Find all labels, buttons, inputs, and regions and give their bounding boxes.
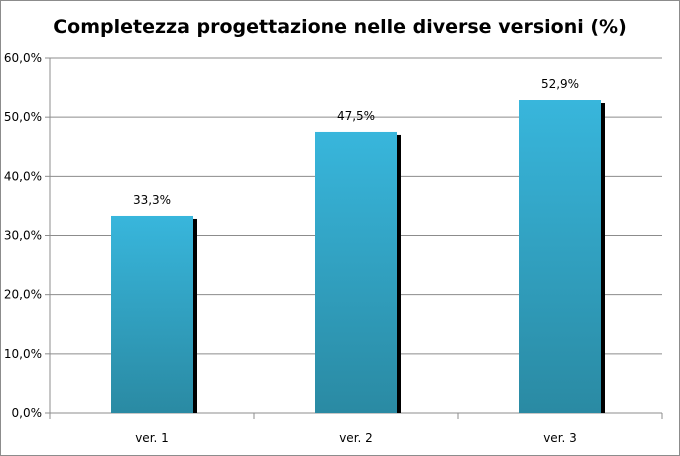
bar xyxy=(111,215,193,413)
x-tick-label: ver. 3 xyxy=(543,431,577,445)
y-tick-label: 60,0% xyxy=(4,51,42,65)
x-tick-label: ver. 2 xyxy=(339,431,373,445)
y-tick-label: 10,0% xyxy=(4,347,42,361)
y-tick-label: 0,0% xyxy=(12,406,43,420)
y-tick-label: 50,0% xyxy=(4,110,42,124)
data-label: 33,3% xyxy=(133,193,171,207)
bar xyxy=(315,131,397,414)
data-label: 47,5% xyxy=(337,109,375,123)
y-tick-label: 30,0% xyxy=(4,229,42,243)
data-label: 52,9% xyxy=(541,77,579,91)
x-tick-label: ver. 1 xyxy=(135,431,169,445)
bar xyxy=(519,100,601,413)
chart-title: Completezza progettazione nelle diverse … xyxy=(53,16,627,38)
y-tick-label: 20,0% xyxy=(4,288,42,302)
y-tick-label: 40,0% xyxy=(4,169,42,183)
